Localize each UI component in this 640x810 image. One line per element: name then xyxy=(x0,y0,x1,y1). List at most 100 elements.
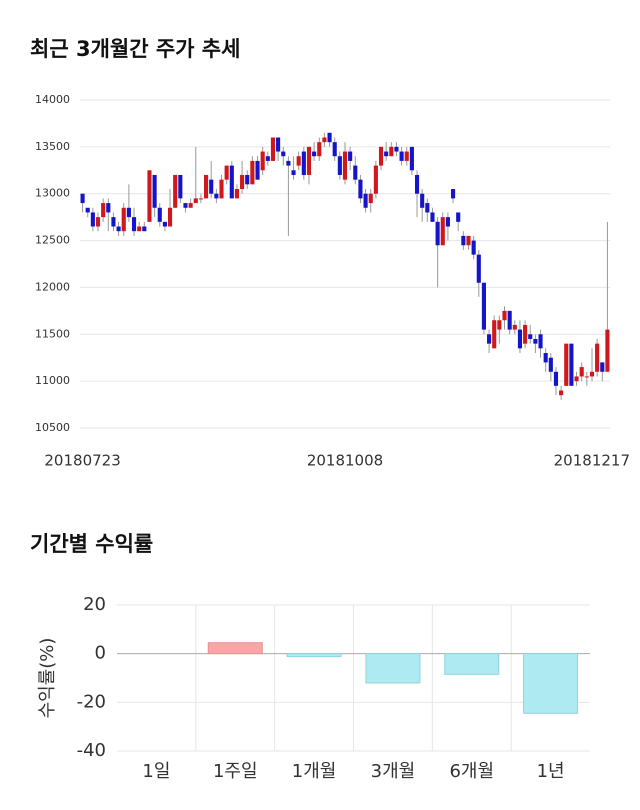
candle-body xyxy=(600,362,605,372)
candle-body xyxy=(399,151,404,161)
x-tick-label: 1년 xyxy=(537,761,565,782)
candle-body xyxy=(481,282,486,330)
candle-body xyxy=(121,207,126,232)
y-tick-label: -40 xyxy=(77,740,106,761)
y-tick-label: -20 xyxy=(77,691,106,712)
candle-body xyxy=(574,376,579,382)
candle-body xyxy=(276,137,281,152)
candle-body xyxy=(157,207,162,222)
candle-body xyxy=(605,329,610,372)
y-tick-label: 0 xyxy=(95,643,106,664)
candle-body xyxy=(451,189,456,199)
candle-body xyxy=(214,193,219,199)
candle-body xyxy=(234,189,239,199)
y-tick-label: 11000 xyxy=(35,374,70,387)
bar xyxy=(365,653,421,684)
candle-body xyxy=(204,174,209,199)
candle-body xyxy=(394,146,399,152)
candle-body xyxy=(414,174,420,194)
candle-body xyxy=(281,151,286,157)
candle-body xyxy=(167,207,173,227)
candle-body xyxy=(358,179,363,199)
y-tick-label: 12000 xyxy=(35,280,70,293)
candle-body xyxy=(363,193,368,208)
candle-body xyxy=(147,170,152,222)
y-tick-label: 13000 xyxy=(35,187,70,200)
candle-body xyxy=(342,151,348,180)
x-tick-label: 1개월 xyxy=(292,761,337,782)
candle-body xyxy=(595,343,600,372)
y-axis-label: 수익률(%) xyxy=(37,638,58,719)
candle-body xyxy=(579,367,584,377)
candle-body xyxy=(353,165,358,180)
candle-body xyxy=(471,240,476,255)
candle-body xyxy=(487,334,492,344)
candle-body xyxy=(584,376,589,378)
candle-body xyxy=(286,160,291,166)
candle-body xyxy=(101,203,106,218)
candle-body xyxy=(312,151,317,157)
candle-body xyxy=(368,193,373,204)
candle-body xyxy=(173,174,178,208)
candle-body xyxy=(85,207,90,213)
candle-body xyxy=(270,137,276,161)
candle-body xyxy=(348,151,353,161)
candle-body xyxy=(409,146,414,171)
x-tick-label: 20181008 xyxy=(307,452,383,470)
x-tick-label: 20180723 xyxy=(44,452,120,470)
candle-body xyxy=(219,179,224,199)
candle-body xyxy=(95,217,101,227)
candle-body xyxy=(528,334,533,339)
candle-body xyxy=(137,226,142,232)
chart-title: 기간별 수익률 xyxy=(30,532,153,556)
candle-body xyxy=(250,160,255,185)
candle-body xyxy=(178,174,183,199)
candle-body xyxy=(240,174,245,190)
candle-body xyxy=(420,193,425,208)
candle-body xyxy=(404,151,409,161)
candle-body xyxy=(389,146,394,157)
candle-body xyxy=(553,371,559,386)
candle-body xyxy=(301,151,306,175)
candle-body xyxy=(209,179,214,194)
x-tick-label: 3개월 xyxy=(371,761,416,782)
candle-body xyxy=(559,390,564,396)
candle-body xyxy=(111,217,116,227)
candle-body xyxy=(533,338,538,344)
candle-body xyxy=(80,193,85,204)
candle-body xyxy=(589,371,595,377)
candle-body xyxy=(327,132,332,143)
candle-body xyxy=(430,212,435,222)
candle-body xyxy=(373,165,378,194)
candle-body xyxy=(255,160,260,180)
candle-body xyxy=(188,203,193,208)
x-tick-label: 20181217 xyxy=(554,452,630,470)
bar xyxy=(444,653,500,675)
candle-body xyxy=(445,217,450,227)
bar xyxy=(207,642,263,655)
candle-body xyxy=(466,235,471,246)
candle-body xyxy=(198,198,203,200)
candle-body xyxy=(116,226,121,232)
candle-body xyxy=(543,353,548,363)
y-tick-label: 13500 xyxy=(35,140,70,153)
candle-body xyxy=(492,320,497,349)
candle-body xyxy=(548,357,553,372)
candle-body xyxy=(523,324,528,344)
candle-body xyxy=(296,156,301,166)
candle-body xyxy=(224,165,229,180)
bar xyxy=(523,653,579,714)
candle-body xyxy=(476,254,481,283)
candle-body xyxy=(456,212,461,222)
candle-body xyxy=(106,203,111,213)
candle-body xyxy=(90,212,95,227)
candle-body xyxy=(512,324,517,330)
candle-body xyxy=(497,320,502,330)
x-tick-label: 6개월 xyxy=(449,761,494,782)
candle-body xyxy=(291,170,296,175)
candle-body xyxy=(162,221,167,227)
candle-body xyxy=(322,137,327,143)
candle-body xyxy=(193,198,198,204)
candle-body xyxy=(507,310,512,330)
